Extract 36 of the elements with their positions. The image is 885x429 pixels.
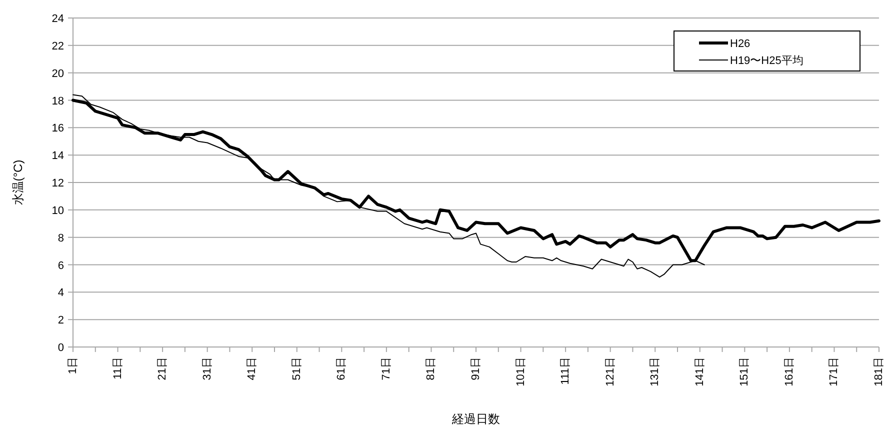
y-tick-label: 6 [58,260,64,272]
y-tick-label: 20 [52,68,64,80]
y-tick-label: 2 [58,314,64,327]
x-tick-label: 31日 [201,357,214,380]
y-tick-label: 22 [52,40,64,52]
x-tick-label: 131日 [649,357,662,386]
y-tick-label: 16 [52,122,64,135]
y-tick-label: 24 [52,13,64,25]
x-tick-label: 171日 [828,357,840,386]
x-tick-label: 181日 [873,357,885,386]
x-tick-label: 71日 [380,357,392,380]
y-tick-label: 8 [58,232,64,244]
x-axis-title: 経過日数 [451,412,500,426]
x-tick-label: 161日 [783,357,796,386]
x-tick-label: 141日 [694,357,706,386]
legend-label: H26 [730,38,750,50]
x-tick-label: 41日 [246,357,258,380]
y-tick-label: 12 [52,178,64,190]
x-tick-label: 91日 [470,357,482,380]
x-tick-label: 101日 [514,357,527,386]
x-tick-label: 51日 [290,357,303,380]
x-tick-label: 1日 [67,357,79,374]
y-tick-label: 14 [52,150,64,162]
x-tick-label: 81日 [425,357,438,380]
y-axis-title: 水温(°C) [11,160,25,206]
y-tick-label: 4 [58,287,64,300]
x-tick-label: 121日 [604,357,616,386]
x-tick-label: 21日 [156,357,169,380]
x-tick-label: 61日 [336,357,348,380]
x-tick-label: 151日 [738,357,751,386]
legend-label: H19〜H25平均 [730,55,804,67]
x-tick-label: 11日 [112,357,124,380]
y-tick-label: 10 [52,204,64,217]
y-tick-label: 18 [52,95,64,108]
y-tick-label: 0 [58,342,64,354]
x-tick-label: 111日 [560,357,572,385]
